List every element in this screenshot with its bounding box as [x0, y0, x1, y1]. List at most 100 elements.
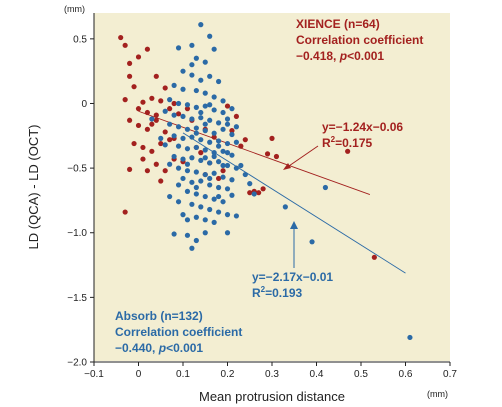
absorb-point — [171, 133, 177, 139]
absorb-point — [216, 193, 222, 200]
absorb-point — [189, 179, 195, 185]
y-tick-label: −1.5 — [67, 293, 87, 304]
xience-point — [135, 122, 142, 129]
absorb-point — [207, 117, 213, 123]
absorb-point — [224, 162, 231, 169]
absorb-point — [198, 109, 204, 116]
x-tick-label: 0.7 — [443, 369, 457, 380]
absorb-equation: y=−2.17x−0.01 — [252, 270, 333, 284]
data-points — [118, 22, 413, 341]
absorb-point — [198, 22, 204, 28]
xience-point — [144, 126, 150, 132]
absorb-point — [180, 135, 186, 141]
absorb-point — [162, 142, 168, 148]
absorb-point — [207, 139, 213, 145]
xience-point — [175, 111, 182, 117]
xience-arrow — [285, 145, 319, 169]
absorb-point — [149, 116, 155, 122]
absorb-point — [175, 143, 182, 149]
absorb-point — [167, 161, 173, 167]
absorb-point — [175, 165, 182, 171]
absorb-point — [193, 237, 199, 244]
absorb-point — [175, 124, 182, 130]
xience-point — [256, 190, 262, 196]
y-unit-label: (mm) — [64, 4, 85, 14]
x-unit-label: (mm) — [427, 389, 448, 399]
absorb-point — [211, 46, 217, 52]
absorb-point — [193, 55, 199, 61]
absorb-point — [220, 162, 226, 169]
absorb-point — [224, 186, 231, 192]
x-axis: −0.1 0 0.1 0.2 0.3 0.4 0.5 0.6 0.7 — [84, 362, 457, 380]
xience-point — [153, 112, 159, 118]
absorb-point — [220, 174, 226, 180]
absorb-annotation: y=−2.17x−0.01 R2=0.193 Absorb (n=132) Co… — [115, 270, 333, 355]
absorb-point — [220, 148, 226, 154]
absorb-point — [207, 175, 213, 182]
absorb-point — [158, 135, 164, 141]
absorb-point — [167, 97, 173, 103]
absorb-point — [216, 138, 222, 144]
x-tick-label: 0.5 — [354, 369, 368, 380]
absorb-point — [238, 162, 244, 169]
absorb-point — [224, 140, 231, 147]
y-axis-title: LD (QCA) - LD (OCT) — [26, 125, 41, 250]
absorb-point — [193, 184, 199, 191]
absorb-point — [175, 199, 182, 205]
y-tick-label: 0.5 — [73, 34, 87, 45]
absorb-point — [211, 170, 217, 176]
x-tick-label: 0.6 — [399, 369, 413, 380]
absorb-point — [224, 116, 231, 122]
absorb-point — [193, 104, 199, 110]
xience-corr-label: Correlation coefficient — [296, 33, 423, 47]
xience-point — [242, 137, 248, 143]
absorb-point — [229, 152, 235, 158]
absorb-point — [233, 165, 239, 171]
xience-point — [135, 106, 142, 112]
y-tick-label: −1.0 — [67, 228, 87, 239]
absorb-point — [184, 168, 191, 174]
xience-point — [167, 137, 173, 143]
absorb-point — [198, 137, 204, 143]
x-axis-title: Mean protrusion distance — [199, 389, 345, 404]
absorb-point — [202, 147, 208, 153]
y-tick-label: −0.5 — [67, 164, 87, 175]
absorb-point — [180, 156, 186, 162]
absorb-point — [189, 155, 195, 161]
xience-point — [135, 54, 142, 60]
xience-point — [211, 134, 217, 140]
absorb-point — [198, 157, 204, 163]
absorb-point — [207, 160, 213, 166]
absorb-point — [162, 108, 168, 114]
absorb-point — [171, 82, 177, 88]
x-tick-label: 0.1 — [176, 369, 190, 380]
xience-annotation: XIENCE (n=64) Correlation coefficient −0… — [296, 17, 423, 150]
absorb-point — [180, 86, 186, 92]
absorb-point — [175, 45, 182, 51]
absorb-point — [180, 68, 186, 74]
absorb-point — [224, 212, 231, 218]
absorb-point — [211, 150, 217, 156]
xience-point — [371, 254, 377, 260]
xience-point — [264, 151, 271, 157]
absorb-point — [202, 155, 208, 161]
x-tick-label: 0 — [136, 369, 142, 380]
absorb-corr-value: −0.440, p<0.001 — [115, 341, 203, 355]
xience-point — [153, 161, 159, 167]
absorb-point — [322, 184, 328, 191]
absorb-regression-line — [182, 132, 406, 274]
xience-point — [127, 60, 133, 67]
absorb-title: Absorb (n=132) — [115, 309, 203, 323]
xience-r2: R2=0.175 — [322, 135, 372, 150]
absorb-point — [180, 175, 186, 182]
absorb-point — [189, 201, 195, 207]
absorb-point — [229, 106, 235, 112]
xience-arrow-head — [283, 163, 291, 170]
absorb-point — [202, 121, 208, 127]
absorb-corr-label: Correlation coefficient — [115, 325, 242, 339]
y-tick-label: −2.0 — [67, 358, 87, 369]
absorb-point — [224, 121, 231, 127]
absorb-point — [207, 182, 213, 188]
xience-point — [273, 153, 280, 160]
